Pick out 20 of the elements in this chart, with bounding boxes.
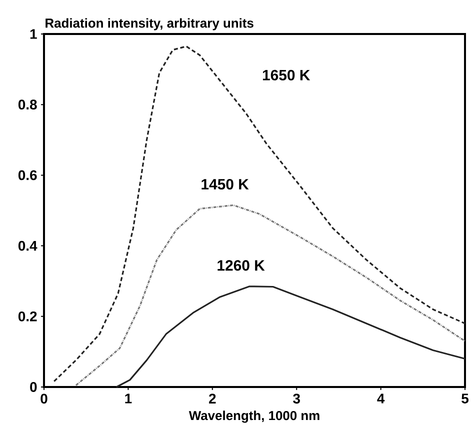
- line-series: [116, 286, 466, 388]
- x-tick-label: 4: [377, 394, 385, 404]
- y-tick-label: 0.8: [18, 100, 37, 110]
- y-axis-title: Radiation intensity, arbitrary units: [46, 18, 254, 30]
- x-tick-label: 0: [40, 394, 48, 404]
- series-label: 1450 K: [202, 178, 249, 190]
- x-tick-label: 5: [462, 394, 468, 404]
- line-series: [75, 204, 466, 386]
- y-tick-label: 0.2: [18, 311, 37, 322]
- x-axis-title: Wavelength, 1000 nm: [188, 410, 320, 423]
- y-tick-label: 0.6: [18, 170, 37, 180]
- x-tick-label: 1: [125, 394, 132, 404]
- y-tick-label: 0: [30, 382, 37, 392]
- line-series: [53, 46, 466, 382]
- y-tick-label: 1: [30, 29, 37, 39]
- series-label: 1260 K: [218, 260, 265, 271]
- y-tick-label: 0.4: [18, 240, 38, 251]
- text: 1650 K: [262, 70, 310, 80]
- x-tick-label: 3: [293, 394, 300, 404]
- x-tick-label: 2: [209, 394, 216, 404]
